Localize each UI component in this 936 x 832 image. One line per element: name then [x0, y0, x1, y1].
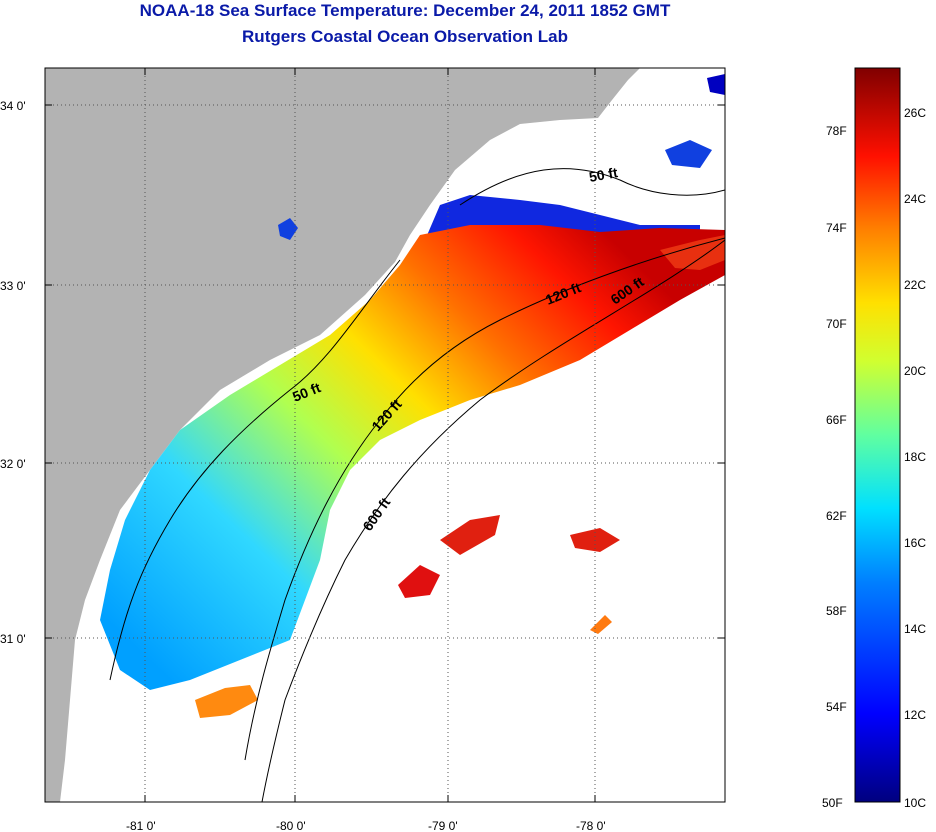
lat-label: 33 0' — [0, 279, 26, 293]
warm-patch — [398, 565, 440, 598]
colorbar-f-label: 50F — [822, 796, 843, 810]
cold-spot — [278, 218, 298, 240]
map-subtitle: Rutgers Coastal Ocean Observation Lab — [242, 27, 568, 46]
lon-label: -80 0' — [276, 819, 306, 832]
warm-patch — [440, 515, 500, 555]
colorbar-c-label: 22C — [904, 278, 926, 292]
warm-patch — [195, 685, 258, 718]
colorbar-f-label: 58F — [826, 604, 847, 618]
land-area — [45, 68, 640, 802]
colorbar-f-label: 78F — [826, 124, 847, 138]
colorbar-c-labels: 26C 24C 22C 20C 18C 16C 14C 12C 10C — [904, 106, 926, 810]
map-border — [44, 67, 726, 803]
lon-label: -78 0' — [576, 819, 606, 832]
colorbar-c-label: 10C — [904, 796, 926, 810]
colorbar-f-label: 62F — [826, 509, 847, 523]
axis-ticks — [45, 68, 725, 802]
contour-50ft — [459, 168, 725, 206]
contour-label: 50 ft — [588, 164, 619, 185]
colorbar-f-label: 54F — [826, 700, 847, 714]
lat-label: 32 0' — [0, 457, 26, 471]
colorbar-c-label: 16C — [904, 536, 926, 550]
warm-patch — [590, 615, 612, 634]
lat-label: 31 0' — [0, 632, 26, 646]
colorbar-c-label: 14C — [904, 622, 926, 636]
map-title: NOAA-18 Sea Surface Temperature: Decembe… — [139, 1, 671, 20]
colorbar-c-label: 18C — [904, 450, 926, 464]
sst-field — [100, 225, 725, 690]
colorbar-f-label: 66F — [826, 413, 847, 427]
colorbar-f-label: 74F — [826, 221, 847, 235]
contour-600ft — [261, 239, 725, 802]
lat-label: 34 0' — [0, 99, 26, 113]
colorbar-f-labels: 78F 74F 70F 66F 62F 58F 54F 50F — [822, 124, 847, 810]
colorbar-c-label: 26C — [904, 106, 926, 120]
colorbar-c-label: 12C — [904, 708, 926, 722]
cold-spot — [707, 74, 725, 95]
lon-label: -79 0' — [428, 819, 458, 832]
warm-patch — [660, 235, 725, 270]
colorbar-f-label: 70F — [826, 317, 847, 331]
contour-120ft — [244, 237, 725, 761]
colorbar — [854, 67, 901, 803]
colorbar-c-label: 24C — [904, 192, 926, 206]
lon-label: -81 0' — [126, 819, 156, 832]
cold-spot — [665, 140, 712, 168]
colorbar-c-label: 20C — [904, 364, 926, 378]
graticule — [45, 68, 725, 802]
contour-50ft-south — [109, 259, 401, 681]
